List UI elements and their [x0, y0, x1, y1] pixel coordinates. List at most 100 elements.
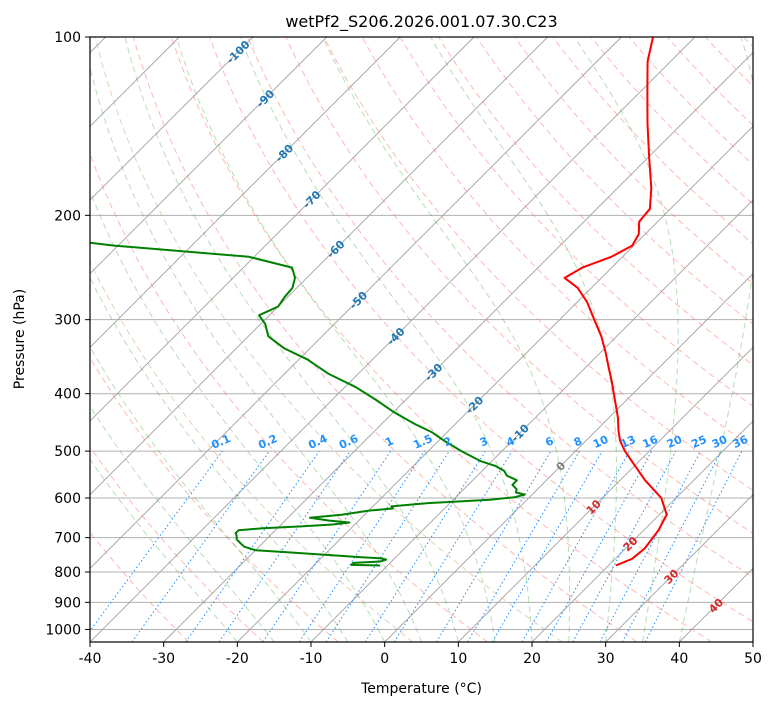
y-tick-label: 600	[54, 491, 81, 507]
mixing-ratio-line	[364, 450, 486, 642]
mixing-ratio-line	[435, 450, 552, 642]
isotherm-label: -50	[347, 289, 370, 312]
dry-adiabat-line	[90, 260, 414, 642]
x-tick-label: 40	[670, 651, 688, 667]
isotherm-line	[90, 37, 622, 569]
dry-adiabat-line	[666, 37, 753, 126]
mixing-ratio-line	[521, 450, 630, 642]
dry-adiabat-line	[94, 37, 563, 642]
dry-adiabat-line	[590, 37, 753, 205]
isotherm-label: 0	[554, 459, 569, 474]
moist-adiabat-line	[322, 37, 571, 642]
x-tick-label: 20	[523, 651, 541, 667]
axes: -40 -30 -20 -10 0 10 20 30 40 5010009008007006005…	[45, 30, 762, 667]
isotherm-line	[90, 37, 696, 642]
y-tick-label: 700	[54, 531, 81, 547]
x-tick-label: -30	[152, 651, 175, 667]
dry-adiabat-line	[399, 37, 753, 407]
y-tick-label: 500	[54, 444, 81, 460]
moist-adiabat-line	[90, 405, 275, 642]
isotherm-line	[384, 273, 753, 642]
isotherm-label: 30	[662, 567, 682, 587]
mixing-ratio-label: 36	[731, 433, 751, 451]
moist-adiabat-line	[239, 37, 533, 642]
mixing-ratio-line	[185, 450, 320, 642]
temperature-profile-line	[563, 37, 668, 567]
mixing-ratio-label: 10	[591, 433, 611, 451]
moist-adiabat-line	[90, 276, 349, 642]
dry-adiabat-line	[514, 37, 753, 285]
mixing-ratio-line	[262, 450, 392, 642]
x-axis-label: Temperature (°C)	[360, 681, 482, 697]
dry-adiabat-line	[209, 37, 753, 623]
mixing-ratio-line	[325, 450, 450, 642]
y-tick-label: 400	[54, 387, 81, 403]
moist-adiabat-line	[90, 65, 422, 642]
mixing-ratio-label: 0.2	[256, 432, 279, 452]
dry-adiabat-line	[90, 531, 190, 642]
moist-adiabat-line	[90, 189, 386, 642]
dewpoint-profile-line	[90, 241, 526, 567]
x-tick-label: -10	[300, 651, 323, 667]
dry-adiabat-line	[323, 37, 753, 491]
mixing-ratio-label: 2	[442, 434, 454, 449]
mixing-ratio-label: 3	[478, 434, 490, 449]
mixing-ratio-line	[491, 450, 603, 642]
moist-adiabat-line	[90, 345, 312, 642]
dry-adiabat-line	[628, 37, 753, 166]
mixing-ratio-label: 13	[618, 433, 637, 451]
dry-adiabat-line	[247, 37, 753, 578]
y-tick-label: 100	[54, 30, 81, 46]
isotherm-label: -70	[300, 188, 323, 211]
moist-adiabat-line	[90, 458, 238, 642]
mixing-ratio-label: 30	[710, 433, 730, 451]
isotherm-label: 40	[706, 596, 726, 616]
isotherm-line	[90, 37, 548, 496]
isotherm-line	[679, 567, 753, 642]
dry-adiabat-line	[90, 356, 339, 642]
mixing-ratio-line	[218, 450, 351, 642]
profile-series	[90, 37, 668, 567]
mixing-ratio-line	[298, 450, 425, 642]
dry-adiabat-line	[704, 37, 753, 87]
y-tick-label: 1000	[45, 622, 81, 638]
moist-adiabat-line	[678, 37, 753, 642]
isotherm-line	[237, 125, 753, 642]
mixing-ratio-lines	[90, 450, 743, 642]
mixing-ratio-label: 16	[641, 433, 661, 451]
x-tick-label: -20	[226, 651, 249, 667]
isotherm-line	[163, 52, 753, 642]
dry-adiabat-line	[476, 37, 753, 325]
x-tick-label: 30	[597, 651, 615, 667]
isotherm-label: -30	[422, 361, 445, 384]
isotherm-label: -100	[224, 38, 253, 67]
dry-adiabat-line	[132, 37, 638, 642]
adiabat-lines	[90, 37, 753, 642]
isotherm-label: -90	[254, 87, 277, 110]
y-tick-label: 900	[54, 595, 81, 611]
mixing-ratio-label: 1	[383, 434, 395, 449]
mixing-ratio-label: 25	[689, 433, 708, 451]
x-tick-label: 50	[744, 651, 762, 667]
isotherm-label: 10	[584, 497, 604, 517]
mixing-ratio-label: 0.4	[306, 432, 329, 452]
mixing-ratio-line	[545, 450, 653, 642]
mixing-ratio-label: 20	[665, 433, 685, 451]
isotherm-line	[531, 420, 753, 642]
isotherm-label: -60	[324, 238, 347, 261]
mixing-ratio-line	[644, 450, 743, 642]
dry-adiabat-line	[743, 37, 753, 48]
isotherm-label: 20	[621, 534, 641, 554]
isotherm-line	[90, 37, 475, 422]
isotherm-line	[90, 37, 327, 275]
background-grid	[90, 37, 753, 642]
dry-adiabat-line	[90, 446, 264, 642]
dry-adiabat-line	[361, 37, 753, 449]
moist-adiabat-line	[124, 37, 459, 642]
mixing-ratio-line	[131, 450, 270, 642]
isotherm-line	[752, 641, 753, 642]
isotherm-label: -80	[273, 142, 296, 165]
x-tick-label: 0	[380, 651, 389, 667]
moist-adiabat-line	[574, 37, 679, 642]
